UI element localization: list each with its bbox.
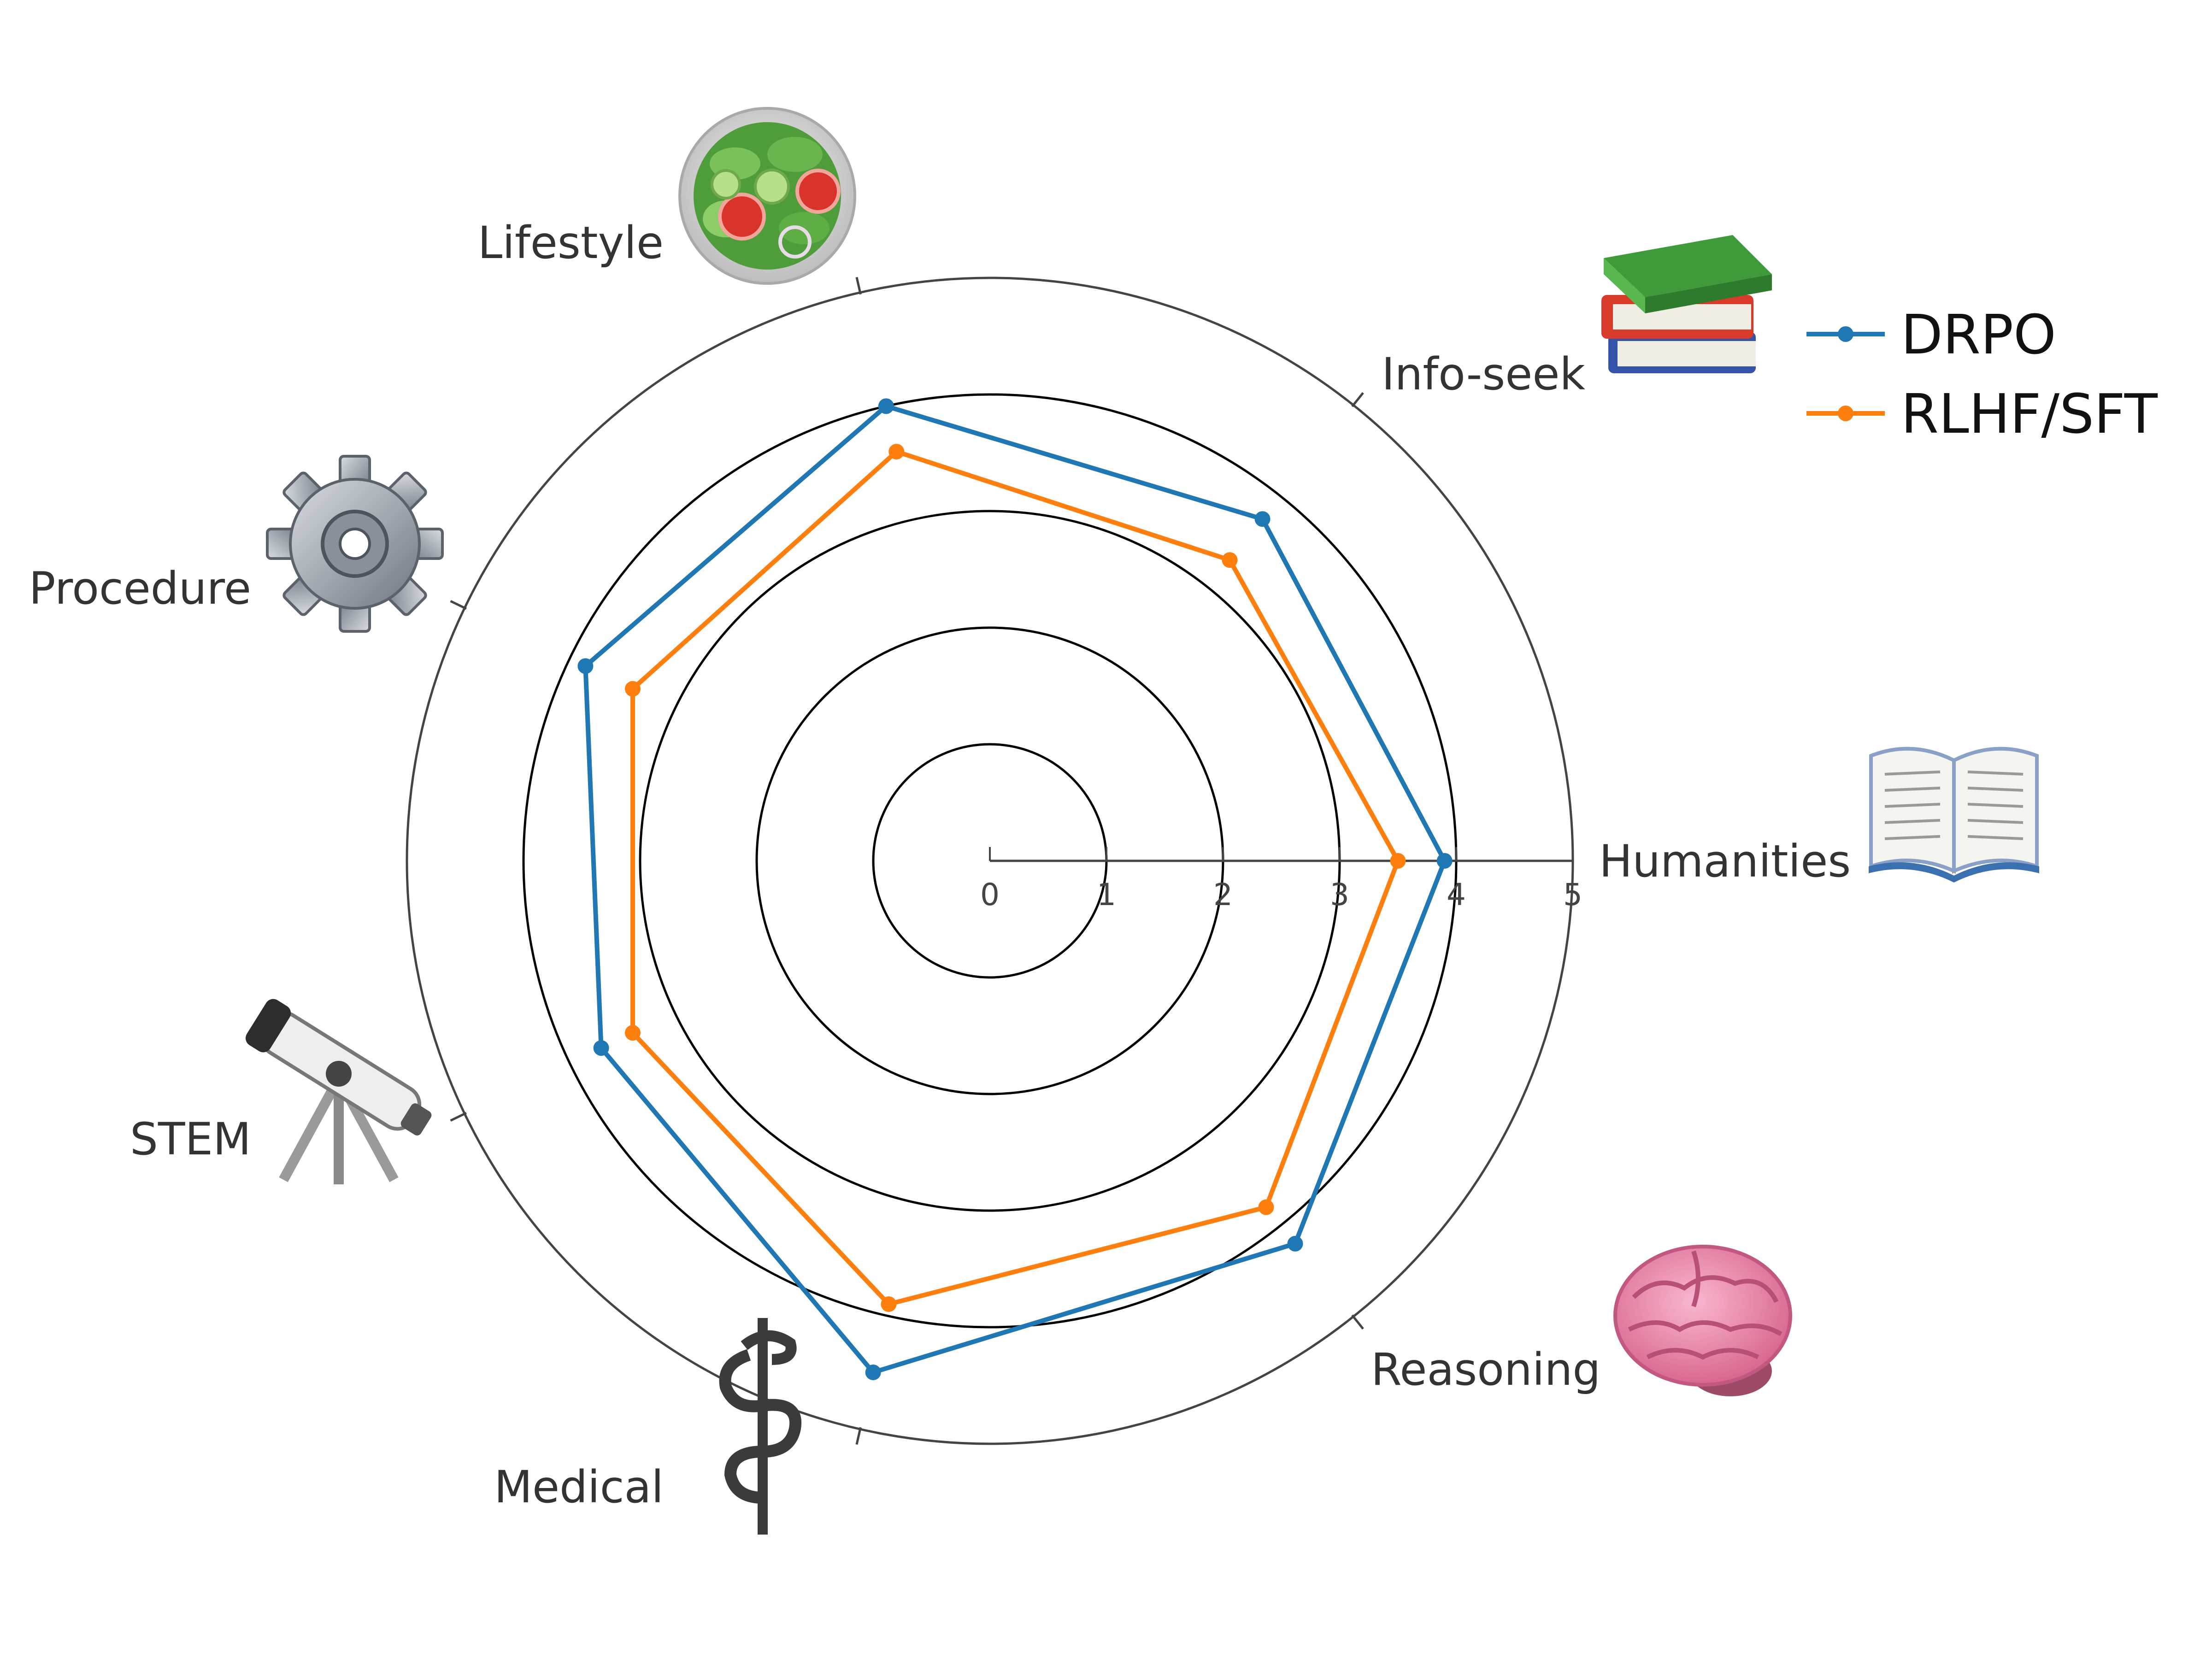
series-line-drpo [583, 404, 1447, 1375]
data-point-drpo-procedure [577, 658, 594, 674]
legend-marker [1838, 326, 1853, 342]
legend-label-rlhf-sft: RLHF/SFT [1901, 382, 2158, 446]
radial-tick-label: 4 [1447, 877, 1466, 912]
angular-tick-mark [1351, 1314, 1364, 1330]
data-point-rlhf-sft-info-seek [1222, 552, 1238, 568]
data-point-rlhf-sft-stem [624, 1025, 641, 1041]
data-point-drpo-stem [593, 1040, 609, 1056]
data-point-drpo-info-seek [1254, 511, 1271, 527]
telescope-icon [245, 999, 432, 1184]
open-book-icon [1869, 747, 2039, 882]
axis-label-humanities: Humanities [1599, 835, 1851, 887]
data-point-rlhf-sft-humanities [1390, 853, 1406, 869]
gear-icon [266, 455, 444, 633]
series-line-rlhf-sft [630, 449, 1400, 1306]
data-point-drpo-humanities [1436, 853, 1453, 869]
angular-tick-mark [450, 600, 467, 610]
angular-tick-mark [1351, 392, 1364, 407]
medical-symbol-icon [719, 1318, 802, 1535]
axis-label-reasoning: Reasoning [1371, 1344, 1600, 1395]
axis-label-procedure: Procedure [29, 563, 251, 614]
angular-tick-mark [855, 1427, 862, 1445]
data-point-rlhf-sft-reasoning [1258, 1199, 1274, 1215]
axis-label-stem: STEM [130, 1113, 251, 1165]
salad-icon [678, 107, 856, 285]
data-point-drpo-reasoning [1287, 1235, 1303, 1252]
data-point-drpo-lifestyle [878, 398, 894, 414]
axis-label-lifestyle: Lifestyle [478, 217, 664, 269]
brain-icon [1613, 1245, 1792, 1396]
axis-label-medical: Medical [494, 1461, 664, 1513]
angular-tick-mark [450, 1112, 467, 1122]
data-point-rlhf-sft-procedure [624, 681, 641, 697]
legend: DRPO RLHF/SFT [1806, 303, 2158, 446]
labels-layer: 0 1 2 3 4 5 Humanities Info-seek Lifestyle Proced… [29, 217, 2158, 1513]
data-point-rlhf-sft-medical [881, 1296, 897, 1312]
radial-tick-label: 0 [980, 877, 1000, 912]
radial-tick-label: 1 [1097, 877, 1116, 912]
books-icon [1601, 235, 1772, 373]
legend-label-drpo: DRPO [1901, 303, 2056, 366]
angular-tick-mark [855, 277, 862, 295]
polar-grid [406, 276, 1574, 1445]
data-point-drpo-medical [865, 1364, 881, 1380]
radial-tick-label: 3 [1330, 877, 1349, 912]
legend-marker [1838, 406, 1853, 421]
radial-tick-label: 2 [1213, 877, 1233, 912]
series-layer [577, 398, 1453, 1380]
radial-tick-label: 5 [1563, 877, 1583, 912]
axis-label-info-seek: Info-seek [1382, 348, 1585, 400]
data-point-rlhf-sft-lifestyle [888, 444, 905, 460]
